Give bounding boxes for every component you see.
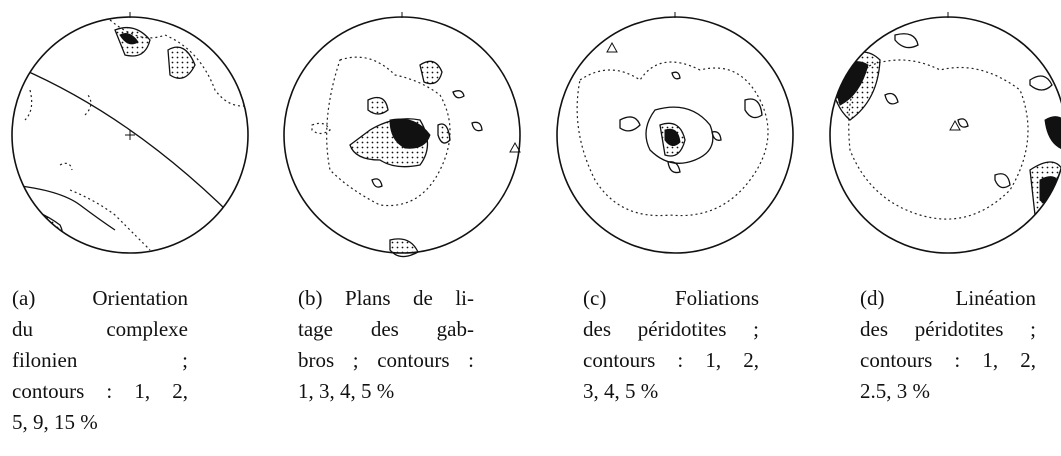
caption-line: (c) Foliations [583, 286, 759, 310]
caption-d: (d) Linéation des péridotites ; contours :… [860, 283, 1036, 407]
caption-line: 3, 4, 5 % [583, 379, 659, 403]
caption-line: 2.5, 3 % [860, 379, 930, 403]
caption-c: (c) Foliations des péridotites ; contours … [583, 283, 759, 407]
caption-line: (d) Linéation [860, 286, 1036, 310]
caption-line: des péridotites ; [583, 317, 759, 341]
stereonet-b [283, 12, 521, 258]
caption-line: 5, 9, 15 % [12, 410, 98, 434]
caption-line: contours : 1, 2, [583, 348, 759, 372]
caption-a: (a) Orientation du complexe filonien ; cont… [12, 283, 188, 438]
stereonet-c [556, 12, 794, 254]
caption-b: (b) Plans de li-tage des gab-bros ; cont… [298, 283, 474, 407]
stereonet-a [11, 12, 249, 254]
stereonet-d [829, 12, 1061, 254]
caption-line: (a) Orientation [12, 286, 188, 310]
caption-line: du complexe [12, 317, 188, 341]
caption-line: des péridotites ; [860, 317, 1036, 341]
caption-line: filonien ; [12, 348, 188, 372]
caption-line: tage des gab- [298, 317, 474, 341]
caption-line: contours : 1, 2, [12, 379, 188, 403]
caption-line: contours : 1, 2, [860, 348, 1036, 372]
caption-line: 1, 3, 4, 5 % [298, 379, 395, 403]
caption-line: (b) Plans de li- [298, 286, 474, 310]
caption-line: bros ; contours : [298, 348, 474, 372]
